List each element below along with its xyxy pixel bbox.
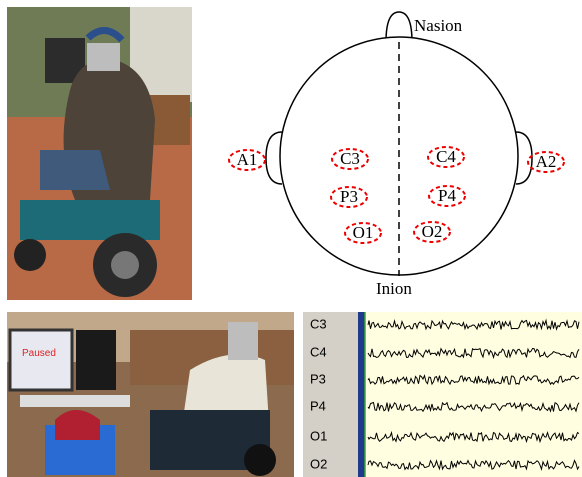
electrode-label: A2 bbox=[536, 152, 557, 171]
channel-label: C3 bbox=[310, 316, 327, 331]
electrode-label: P4 bbox=[438, 186, 456, 205]
head-diagram bbox=[266, 12, 532, 276]
electrode-label: A1 bbox=[237, 150, 258, 169]
channel-label: P3 bbox=[310, 371, 326, 386]
channel-label: O1 bbox=[310, 428, 327, 443]
channel-label: O2 bbox=[310, 456, 327, 471]
channel-label: C4 bbox=[310, 344, 327, 359]
electrode-label: P3 bbox=[340, 187, 358, 206]
electrode-label: C4 bbox=[436, 147, 456, 166]
screen-text: Paused bbox=[22, 348, 56, 359]
figure: Nasion Inion A1 A2 C3 C4 P3 P4 O1 O2 Paused C3 C… bbox=[0, 0, 582, 477]
electrode-label: C3 bbox=[340, 149, 360, 168]
photo-wheelchair-user bbox=[7, 7, 192, 300]
electrode-label: O1 bbox=[353, 223, 374, 242]
electrode-label: O2 bbox=[422, 222, 443, 241]
landmark-label: Inion bbox=[376, 279, 412, 298]
channel-label: P4 bbox=[310, 398, 326, 413]
landmark-label: Nasion bbox=[414, 16, 463, 35]
photo-bci-setup: Paused bbox=[7, 312, 294, 477]
eeg-panel bbox=[303, 312, 582, 477]
